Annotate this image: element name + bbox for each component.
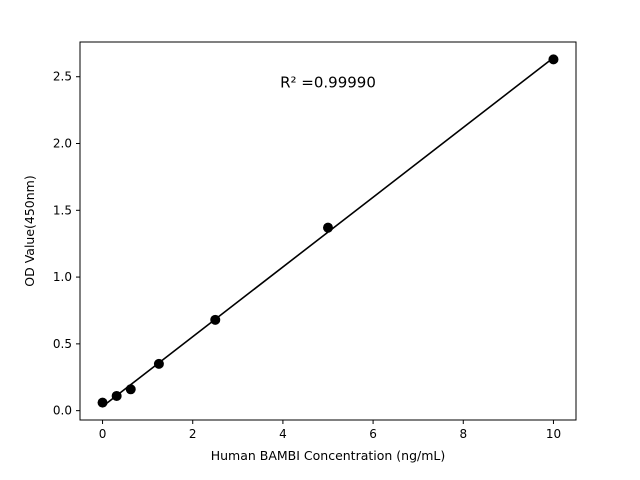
data-point bbox=[323, 222, 333, 233]
y-tick-label: 2.5 bbox=[53, 70, 72, 84]
data-point bbox=[548, 54, 559, 65]
x-tick-label: 8 bbox=[459, 427, 467, 441]
y-tick-label: 1.0 bbox=[53, 270, 72, 284]
y-axis-label: OD Value(450nm) bbox=[22, 175, 37, 286]
y-tick-label: 0.0 bbox=[53, 404, 72, 418]
y-tick-label: 1.5 bbox=[53, 203, 72, 217]
x-axis-label: Human BAMBI Concentration (ng/mL) bbox=[211, 448, 446, 463]
y-tick-label: 0.5 bbox=[53, 337, 72, 351]
data-point bbox=[210, 314, 221, 325]
r-squared-annotation: R² =0.99990 bbox=[280, 73, 376, 91]
data-point bbox=[97, 397, 108, 408]
x-tick-label: 4 bbox=[279, 427, 287, 441]
x-tick-label: 2 bbox=[189, 427, 197, 441]
x-tick-label: 0 bbox=[99, 427, 107, 441]
x-tick-label: 10 bbox=[546, 427, 561, 441]
data-point bbox=[111, 390, 122, 401]
data-point bbox=[125, 384, 136, 395]
data-point bbox=[153, 358, 164, 369]
y-tick-label: 2.0 bbox=[53, 137, 72, 151]
x-tick-label: 6 bbox=[369, 427, 377, 441]
